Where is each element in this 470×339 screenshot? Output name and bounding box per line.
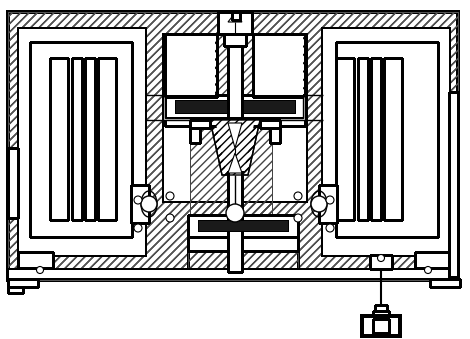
Bar (8, 269, 458, 279)
Bar (449, 92, 458, 277)
Bar (253, 34, 305, 97)
Bar (28, 268, 46, 278)
Bar (430, 279, 460, 287)
Bar (190, 34, 272, 122)
Bar (218, 12, 252, 34)
Bar (319, 185, 337, 223)
Bar (384, 58, 402, 220)
Polygon shape (216, 124, 254, 171)
Bar (188, 237, 298, 251)
Bar (224, 34, 246, 46)
Circle shape (424, 266, 431, 274)
Bar (336, 42, 438, 237)
Bar (9, 13, 457, 279)
Bar (18, 252, 53, 268)
Bar (322, 28, 450, 256)
Bar (190, 120, 210, 128)
Bar (8, 287, 23, 293)
Bar (232, 34, 307, 202)
Bar (188, 215, 298, 237)
Bar (198, 220, 288, 231)
Bar (358, 58, 368, 220)
Bar (131, 185, 149, 223)
Bar (8, 279, 38, 287)
Circle shape (134, 196, 142, 204)
Bar (362, 316, 400, 336)
Bar (336, 58, 354, 220)
Bar (175, 100, 295, 113)
Bar (260, 120, 280, 128)
Bar (98, 58, 116, 220)
Bar (375, 305, 387, 311)
Bar (50, 58, 68, 220)
Bar (8, 148, 18, 218)
Circle shape (166, 192, 174, 200)
Bar (165, 95, 305, 120)
Circle shape (141, 196, 157, 212)
Bar (8, 12, 458, 280)
Bar (373, 311, 389, 316)
Bar (18, 28, 146, 256)
Circle shape (326, 224, 334, 232)
Bar (85, 58, 95, 220)
Polygon shape (228, 13, 242, 22)
Bar (30, 42, 132, 237)
Bar (190, 34, 272, 122)
Bar (450, 148, 458, 218)
Circle shape (326, 196, 334, 204)
Bar (8, 12, 458, 280)
Polygon shape (278, 95, 305, 120)
Circle shape (134, 224, 142, 232)
Circle shape (37, 266, 44, 274)
Polygon shape (228, 123, 242, 148)
Bar (165, 118, 305, 126)
Circle shape (311, 196, 327, 212)
Circle shape (377, 255, 384, 261)
Polygon shape (228, 153, 242, 173)
Circle shape (294, 192, 302, 200)
Bar (188, 251, 298, 269)
Bar (165, 34, 217, 97)
Bar (188, 251, 298, 269)
Circle shape (226, 204, 244, 222)
Bar (228, 34, 242, 272)
Bar (190, 118, 272, 238)
Bar (190, 128, 200, 143)
Bar (163, 34, 238, 202)
Bar (422, 268, 440, 278)
Bar (371, 58, 381, 220)
Bar (415, 252, 450, 268)
Bar (232, 12, 240, 20)
Bar (196, 38, 266, 118)
Bar (370, 255, 392, 269)
Bar (373, 319, 389, 333)
Bar (167, 36, 215, 95)
Bar (188, 251, 298, 269)
Bar (255, 36, 303, 95)
Bar (270, 128, 280, 143)
Circle shape (294, 214, 302, 222)
Circle shape (166, 214, 174, 222)
Polygon shape (163, 95, 190, 120)
Bar (72, 58, 82, 220)
